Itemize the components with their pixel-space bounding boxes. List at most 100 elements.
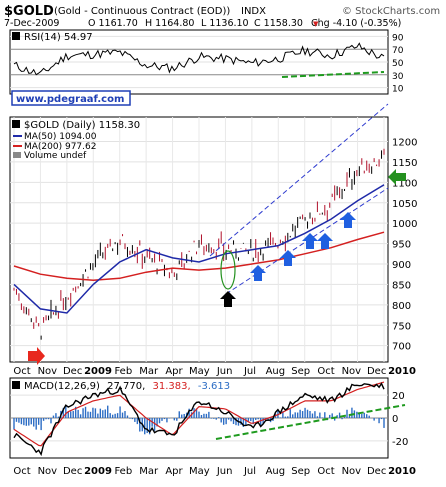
rsi-support-dash — [281, 71, 385, 78]
x-tick-label: Jun — [216, 466, 233, 477]
x-tick-label: Nov — [342, 366, 362, 377]
macd-tick: 20 — [392, 391, 405, 402]
x-tick-label: Apr — [165, 466, 183, 477]
x-tick-label: Jul — [243, 466, 256, 477]
x-tick-label: May — [189, 366, 210, 377]
watermark: © StockCharts.com — [342, 6, 440, 17]
x-tick-label: Nov — [342, 466, 362, 477]
rsi-ticks: 90 70 50 30 10 — [392, 33, 404, 94]
quote-high: H 1164.80 — [145, 18, 194, 29]
price-panel: 1200 1150 1100 1050 1000 950 900 850 800 750 700 $… — [9, 103, 417, 365]
x-tick-label: Nov — [38, 366, 58, 377]
macd-swatch — [12, 381, 20, 389]
x-tick-label: Nov — [38, 466, 58, 477]
price-y-tick: 1200 — [392, 138, 417, 149]
rsi-swatch — [12, 32, 20, 40]
ma50-label: MA(50) 1094.00 — [24, 132, 97, 142]
price-bars — [13, 148, 385, 340]
quote-date: 7-Dec-2009 — [4, 18, 59, 29]
x-tick-label: Oct — [317, 466, 334, 477]
exchange: INDX — [241, 6, 266, 17]
x-tick-label: Oct — [13, 466, 30, 477]
x-tick-label: Apr — [165, 366, 183, 377]
price-y-tick: 1150 — [392, 158, 417, 169]
quote-low: L 1136.10 — [201, 18, 249, 29]
macd-ticks: 20 0 -20 — [392, 391, 408, 448]
price-y-tick: 750 — [392, 321, 411, 332]
x-tick-label: Sep — [291, 466, 310, 477]
macd-signal-value: 31.383, — [153, 381, 191, 392]
rsi-panel: 90 70 50 30 10 RSI(14) 54.97 www.pdegraaf.co… — [9, 29, 404, 106]
price-legend-swatch — [12, 120, 20, 128]
macd-hist-value: -3.613 — [198, 381, 230, 392]
x-tick-label: Sep — [291, 366, 310, 377]
rsi-tick: 50 — [392, 59, 404, 69]
macd-value: 27.770, — [107, 381, 145, 392]
quote-open: O 1161.70 — [88, 18, 138, 29]
description: (Gold - Continuous Contract (EOD)) — [54, 6, 230, 17]
x-tick-label: Dec — [367, 366, 386, 377]
macd-tick: -20 — [392, 437, 408, 448]
x-tick-label: 2010 — [388, 366, 416, 377]
x-tick-label: 2009 — [84, 366, 112, 377]
x-tick-label: Aug — [266, 366, 286, 377]
ma50-line — [13, 184, 385, 314]
x-tick-label: 2010 — [388, 466, 416, 477]
x-tick-label: Mar — [139, 466, 159, 477]
moving-averages — [13, 184, 385, 314]
macd-histogram — [13, 405, 385, 435]
rsi-path — [13, 42, 385, 76]
price-y-ticks: 1200 1150 1100 1050 1000 950 900 850 800 750 700 — [392, 138, 417, 353]
x-tick-label: Oct — [317, 366, 334, 377]
x-tick-label: Mar — [139, 366, 159, 377]
blue-arrow-aug — [280, 250, 296, 266]
green-arrow-1100 — [388, 169, 406, 185]
x-tick-label: Feb — [114, 366, 132, 377]
price-y-tick: 850 — [392, 280, 411, 291]
price-y-tick: 1050 — [392, 199, 417, 210]
rsi-tick: 70 — [392, 46, 404, 56]
x-tick-label: Aug — [266, 466, 286, 477]
price-legend: $GOLD (Daily) 1158.30 MA(50) 1094.00 MA(… — [12, 120, 140, 161]
macd-lines — [13, 381, 385, 457]
blue-arrow-sep-1 — [302, 233, 318, 249]
x-tick-label: Dec — [367, 466, 386, 477]
black-arrow-jun — [220, 291, 236, 307]
price-y-tick: 950 — [392, 240, 411, 251]
price-y-tick: 700 — [392, 342, 411, 353]
blue-arrow-sep-2 — [317, 233, 333, 249]
rsi-tick: 90 — [392, 33, 404, 43]
red-arrow-nov — [28, 347, 45, 365]
x-tick-label: Jul — [243, 366, 256, 377]
x-axis-lower: Oct Nov Dec 2009 Feb Mar Apr May Jun Jul Aug Sep Oct… — [13, 466, 416, 477]
blue-arrow-oct — [340, 212, 356, 228]
green-ellipse-jun — [220, 250, 236, 290]
x-tick-label: Dec — [63, 366, 82, 377]
badge-url[interactable]: www.pdegraaf.com — [16, 94, 124, 105]
volume-label: Volume undef — [24, 151, 87, 161]
ma200-label: MA(200) 977.62 — [24, 142, 96, 152]
x-tick-label: May — [189, 466, 210, 477]
macd-label: MACD(12,26,9) 27.770, 31.383, -3.613 — [24, 381, 230, 392]
price-title: $GOLD (Daily) 1158.30 — [24, 120, 140, 131]
volume-swatch — [13, 152, 21, 158]
price-y-tick: 1100 — [392, 178, 417, 189]
rsi-grid — [10, 35, 388, 89]
x-tick-label: Oct — [13, 366, 30, 377]
macd-panel: 20 0 -20 MACD(12,26,9) 27.770, 31.383, -3.… — [9, 377, 408, 459]
quote-close: C 1158.30 — [254, 18, 303, 29]
blue-arrow-jul — [250, 265, 266, 281]
x-tick-label: Jun — [216, 366, 233, 377]
x-tick-label: Feb — [114, 466, 132, 477]
symbol: $GOLD — [4, 4, 54, 19]
change-down-icon: ▼ — [313, 20, 319, 28]
ma200-line — [13, 231, 385, 282]
rsi-tick: 30 — [392, 72, 404, 82]
x-tick-label: Dec — [63, 466, 82, 477]
macd-main-line — [13, 382, 385, 457]
rsi-label: RSI(14) 54.97 — [24, 32, 93, 43]
price-y-tick: 1000 — [392, 219, 417, 230]
macd-tick: 0 — [392, 414, 398, 425]
rsi-line — [13, 42, 385, 76]
